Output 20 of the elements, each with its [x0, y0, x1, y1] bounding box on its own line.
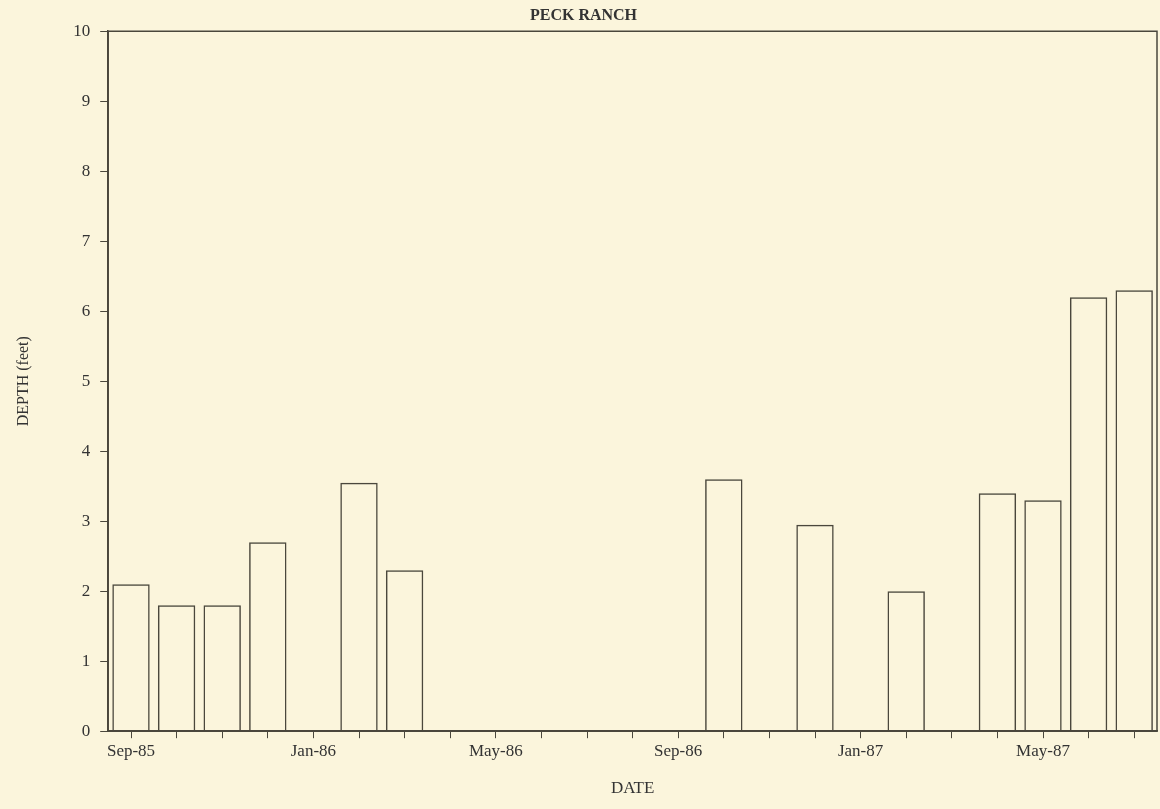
y-tick-label: 5 [81, 370, 91, 390]
y-tick-label: 2 [81, 580, 91, 600]
y-tick-label: 3 [81, 510, 91, 530]
y-tick-label: 10 [73, 20, 91, 40]
x-tick-label: Jan-87 [837, 740, 884, 760]
chart-title: PECK RANCH [529, 5, 638, 23]
y-tick-label: 9 [81, 90, 91, 110]
x-tick-label: May-87 [1016, 740, 1071, 760]
x-axis-title: DATE [610, 778, 655, 798]
y-tick-label: 0 [81, 720, 91, 740]
y-axis-title: DEPTH (feet) [13, 336, 32, 427]
y-tick-label: 7 [81, 230, 91, 250]
x-tick-label: Sep-85 [106, 740, 156, 760]
x-tick-label: Jan-86 [290, 740, 337, 760]
x-tick-label: Sep-86 [654, 740, 703, 760]
y-tick-label: 1 [81, 650, 91, 670]
x-tick-label: May-86 [468, 740, 523, 760]
y-tick-label: 6 [81, 300, 91, 320]
y-tick-label: 4 [81, 440, 91, 460]
y-tick-label: 8 [81, 160, 91, 180]
